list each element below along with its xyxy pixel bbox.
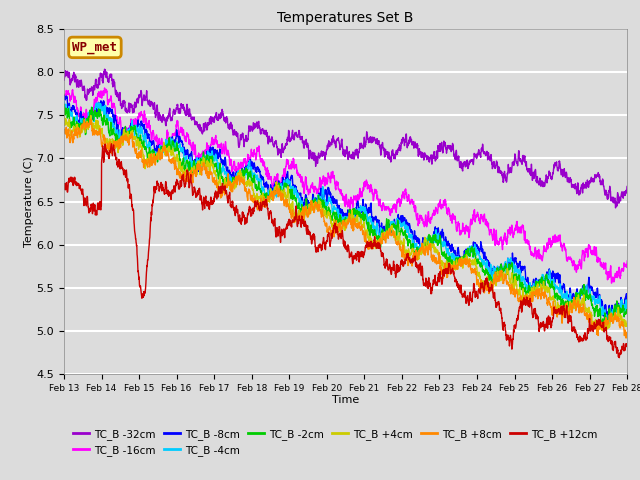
Y-axis label: Temperature (C): Temperature (C)	[24, 156, 34, 247]
Legend: TC_B -32cm, TC_B -16cm, TC_B -8cm, TC_B -4cm, TC_B -2cm, TC_B +4cm, TC_B +8cm, T: TC_B -32cm, TC_B -16cm, TC_B -8cm, TC_B …	[69, 424, 602, 460]
Title: Temperatures Set B: Temperatures Set B	[277, 11, 414, 25]
X-axis label: Time: Time	[332, 395, 359, 405]
Text: WP_met: WP_met	[72, 41, 118, 54]
